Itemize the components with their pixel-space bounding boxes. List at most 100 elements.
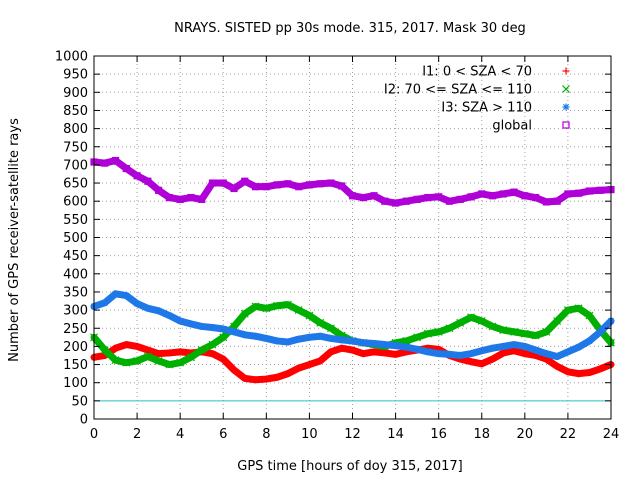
data-point bbox=[155, 186, 163, 194]
data-point bbox=[111, 356, 120, 365]
data-point bbox=[165, 349, 173, 357]
data-point bbox=[478, 190, 486, 198]
y-tick-label: 350 bbox=[63, 285, 88, 300]
data-point bbox=[564, 348, 572, 356]
data-point bbox=[133, 342, 141, 350]
x-tick-label: 20 bbox=[517, 427, 534, 442]
data-point bbox=[359, 193, 367, 202]
data-point bbox=[392, 342, 400, 350]
data-point bbox=[284, 370, 292, 378]
data-point bbox=[316, 318, 325, 327]
legend-marker bbox=[562, 67, 570, 75]
data-point bbox=[187, 353, 195, 362]
series-group bbox=[90, 156, 615, 384]
data-point bbox=[219, 179, 227, 187]
data-point bbox=[435, 193, 443, 201]
series-line bbox=[90, 157, 615, 207]
data-point bbox=[112, 290, 120, 298]
data-point bbox=[122, 164, 130, 173]
data-point bbox=[208, 350, 216, 358]
data-point bbox=[144, 304, 152, 312]
series-3 bbox=[90, 290, 615, 361]
data-point bbox=[445, 197, 454, 205]
data-point bbox=[575, 343, 583, 351]
data-point bbox=[133, 172, 141, 180]
data-point bbox=[499, 349, 507, 357]
x-tick-label: 0 bbox=[90, 427, 98, 442]
data-point bbox=[241, 331, 249, 339]
data-point bbox=[262, 375, 270, 383]
y-tick-label: 450 bbox=[63, 249, 88, 264]
data-point bbox=[348, 192, 357, 200]
data-point bbox=[338, 182, 346, 190]
data-point bbox=[370, 192, 378, 200]
data-point bbox=[100, 346, 109, 354]
data-point bbox=[219, 333, 228, 342]
data-point bbox=[434, 327, 443, 336]
x-tick-label: 12 bbox=[344, 427, 361, 442]
data-point bbox=[327, 348, 335, 356]
x-tick-label: 4 bbox=[176, 427, 184, 442]
y-tick-label: 50 bbox=[71, 394, 88, 409]
y-tick-label: 800 bbox=[63, 122, 88, 137]
data-point bbox=[499, 326, 508, 334]
data-point bbox=[381, 341, 389, 349]
data-point bbox=[370, 339, 378, 347]
data-point bbox=[165, 312, 173, 320]
data-point bbox=[553, 353, 561, 361]
data-point bbox=[499, 342, 507, 350]
data-point bbox=[262, 334, 270, 342]
data-point bbox=[349, 346, 356, 354]
x-tick-label: 16 bbox=[430, 427, 447, 442]
data-point bbox=[316, 332, 324, 340]
legend-marker bbox=[562, 121, 570, 129]
data-point bbox=[413, 345, 421, 353]
data-point bbox=[338, 336, 346, 344]
data-point bbox=[176, 317, 184, 325]
data-point bbox=[542, 350, 550, 358]
data-point bbox=[553, 197, 561, 205]
data-point bbox=[564, 368, 572, 376]
data-point bbox=[532, 346, 540, 354]
y-tick-label: 700 bbox=[63, 158, 88, 173]
data-point bbox=[359, 339, 367, 347]
data-point bbox=[575, 370, 583, 378]
data-point bbox=[338, 344, 346, 352]
data-point bbox=[284, 338, 292, 346]
data-point bbox=[240, 309, 249, 318]
data-point bbox=[273, 337, 281, 345]
data-point bbox=[294, 306, 303, 315]
data-point bbox=[510, 188, 518, 196]
y-axis-label: Number of GPS receiver-satellite rays bbox=[7, 118, 22, 362]
data-point bbox=[251, 183, 260, 191]
data-point bbox=[295, 183, 303, 191]
y-tick-label: 100 bbox=[63, 376, 88, 391]
y-tick-label: 900 bbox=[63, 86, 88, 101]
y-tick-label: 1000 bbox=[55, 50, 88, 65]
x-tick-label: 10 bbox=[301, 427, 318, 442]
y-tick-label: 750 bbox=[63, 140, 88, 155]
data-point bbox=[510, 341, 518, 349]
legend: I1: 0 < SZA < 70 I2: 70 <= SZA <= 110 I3: … bbox=[384, 65, 570, 134]
data-point bbox=[585, 369, 593, 377]
y-tick-label: 200 bbox=[63, 340, 88, 355]
data-point bbox=[349, 337, 356, 345]
data-point bbox=[574, 304, 583, 313]
data-point bbox=[187, 320, 195, 328]
data-point bbox=[241, 177, 249, 185]
data-point bbox=[359, 350, 367, 358]
data-point bbox=[521, 192, 529, 200]
data-point bbox=[392, 350, 400, 358]
data-point bbox=[542, 198, 550, 206]
data-point bbox=[488, 322, 497, 331]
data-point bbox=[165, 360, 174, 369]
data-point bbox=[251, 302, 260, 311]
data-point bbox=[208, 324, 216, 332]
data-point bbox=[478, 347, 486, 355]
data-point bbox=[144, 346, 152, 354]
data-point bbox=[575, 189, 583, 197]
data-point bbox=[445, 324, 454, 333]
data-point bbox=[165, 193, 173, 202]
data-point bbox=[316, 357, 324, 365]
data-point bbox=[467, 358, 475, 366]
